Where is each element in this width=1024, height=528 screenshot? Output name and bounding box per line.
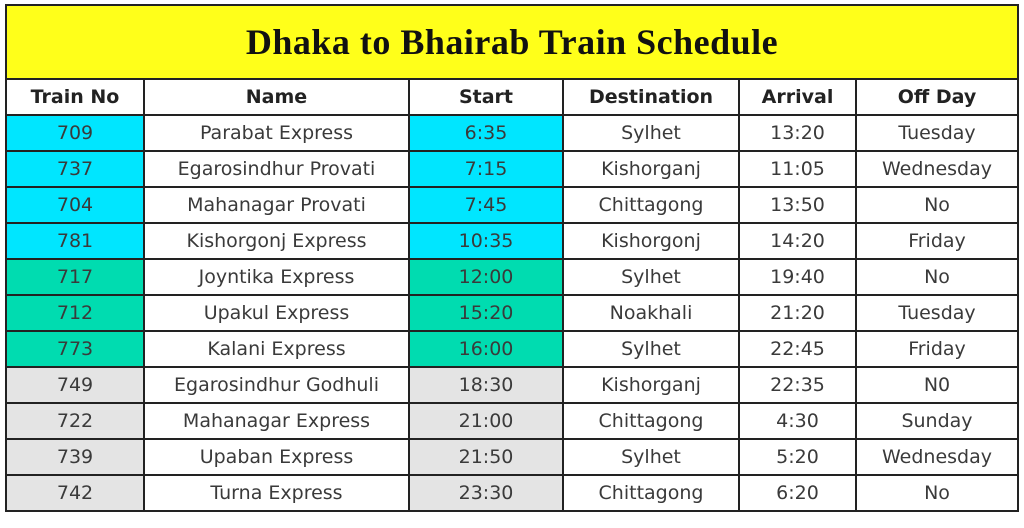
table-cell: Kishorganj (562, 366, 740, 404)
table-cell: 742 (5, 474, 145, 512)
table-cell: 18:30 (408, 366, 564, 404)
table-cell: Upakul Express (143, 294, 410, 332)
table-cell: Kalani Express (143, 330, 410, 368)
table-cell: 5:20 (738, 438, 857, 476)
table-row: 749 Egarosindhur Godhuli 18:30 Kishorganj 22… (5, 366, 1019, 404)
table-cell: 11:05 (738, 150, 857, 188)
table-body: 709 Parabat Express 6:35 Sylhet 13:20 Tuesday… (5, 114, 1019, 512)
table-row: 773 Kalani Express 16:00 Sylhet 22:45 Friday (5, 330, 1019, 368)
table-cell: 23:30 (408, 474, 564, 512)
table-cell: 21:00 (408, 402, 564, 440)
table-cell: 704 (5, 186, 145, 224)
table-row: 722 Mahanagar Express 21:00 Chittagong 4:30 S… (5, 402, 1019, 440)
table-cell: 13:20 (738, 114, 857, 152)
table-cell: 781 (5, 222, 145, 260)
table-cell: Turna Express (143, 474, 410, 512)
table-cell: Mahanagar Express (143, 402, 410, 440)
table-cell: 737 (5, 150, 145, 188)
table-cell: 7:45 (408, 186, 564, 224)
table-cell: 739 (5, 438, 145, 476)
table-cell: 22:35 (738, 366, 857, 404)
table-cell: Friday (855, 222, 1019, 260)
table-cell: Sylhet (562, 114, 740, 152)
table-cell: No (855, 474, 1019, 512)
table-cell: 7:15 (408, 150, 564, 188)
table-cell: Wednesday (855, 150, 1019, 188)
table-row: 781 Kishorgonj Express 10:35 Kishorgonj 14:2… (5, 222, 1019, 260)
table-cell: Sylhet (562, 438, 740, 476)
table-cell: No (855, 186, 1019, 224)
header-cell: Start (408, 78, 564, 116)
table-cell: 773 (5, 330, 145, 368)
table-cell: 749 (5, 366, 145, 404)
table-cell: 712 (5, 294, 145, 332)
table-cell: N0 (855, 366, 1019, 404)
table-cell: No (855, 258, 1019, 296)
table-cell: Sunday (855, 402, 1019, 440)
table-cell: 15:20 (408, 294, 564, 332)
table-cell: 10:35 (408, 222, 564, 260)
table-cell: Sylhet (562, 330, 740, 368)
table-cell: 6:20 (738, 474, 857, 512)
table-cell: 722 (5, 402, 145, 440)
header-cell: Off Day (855, 78, 1019, 116)
table-cell: 22:45 (738, 330, 857, 368)
table-cell: Chittagong (562, 402, 740, 440)
table-cell: 4:30 (738, 402, 857, 440)
table-cell: Chittagong (562, 186, 740, 224)
page: Dhaka to Bhairab Train Schedule Train No… (5, 4, 1019, 512)
header-row: Train No Name Start Destination Arrival Off D… (5, 78, 1019, 116)
table-row: 739 Upaban Express 21:50 Sylhet 5:20 Wednesda… (5, 438, 1019, 476)
header-cell: Arrival (738, 78, 857, 116)
table-cell: Wednesday (855, 438, 1019, 476)
table-cell: Tuesday (855, 114, 1019, 152)
table-cell: Mahanagar Provati (143, 186, 410, 224)
table-cell: Kishorganj (562, 150, 740, 188)
header-cell: Train No (5, 78, 145, 116)
table-cell: Sylhet (562, 258, 740, 296)
table-cell: 21:50 (408, 438, 564, 476)
table-cell: 709 (5, 114, 145, 152)
table-cell: Joyntika Express (143, 258, 410, 296)
table-row: 712 Upakul Express 15:20 Noakhali 21:20 Tuesd… (5, 294, 1019, 332)
table-cell: Kishorgonj Express (143, 222, 410, 260)
table-cell: Upaban Express (143, 438, 410, 476)
table-cell: Noakhali (562, 294, 740, 332)
table-cell: Egarosindhur Godhuli (143, 366, 410, 404)
table-cell: 16:00 (408, 330, 564, 368)
table-cell: 12:00 (408, 258, 564, 296)
table-cell: Tuesday (855, 294, 1019, 332)
table-cell: Chittagong (562, 474, 740, 512)
table-row: 709 Parabat Express 6:35 Sylhet 13:20 Tuesday (5, 114, 1019, 152)
table-cell: 21:20 (738, 294, 857, 332)
table-cell: Kishorgonj (562, 222, 740, 260)
table-cell: 14:20 (738, 222, 857, 260)
table-cell: Friday (855, 330, 1019, 368)
table-row: 742 Turna Express 23:30 Chittagong 6:20 No (5, 474, 1019, 512)
table-cell: Parabat Express (143, 114, 410, 152)
table-cell: Egarosindhur Provati (143, 150, 410, 188)
header-cell: Name (143, 78, 410, 116)
table-cell: 19:40 (738, 258, 857, 296)
title: Dhaka to Bhairab Train Schedule (5, 4, 1019, 80)
table-row: 704 Mahanagar Provati 7:45 Chittagong 13:50 N… (5, 186, 1019, 224)
header-cell: Destination (562, 78, 740, 116)
table-row: 737 Egarosindhur Provati 7:15 Kishorganj 11:… (5, 150, 1019, 188)
table-cell: 13:50 (738, 186, 857, 224)
schedule-table: Dhaka to Bhairab Train Schedule Train No… (5, 4, 1019, 512)
table-cell: 717 (5, 258, 145, 296)
table-row: 717 Joyntika Express 12:00 Sylhet 19:40 No (5, 258, 1019, 296)
table-cell: 6:35 (408, 114, 564, 152)
